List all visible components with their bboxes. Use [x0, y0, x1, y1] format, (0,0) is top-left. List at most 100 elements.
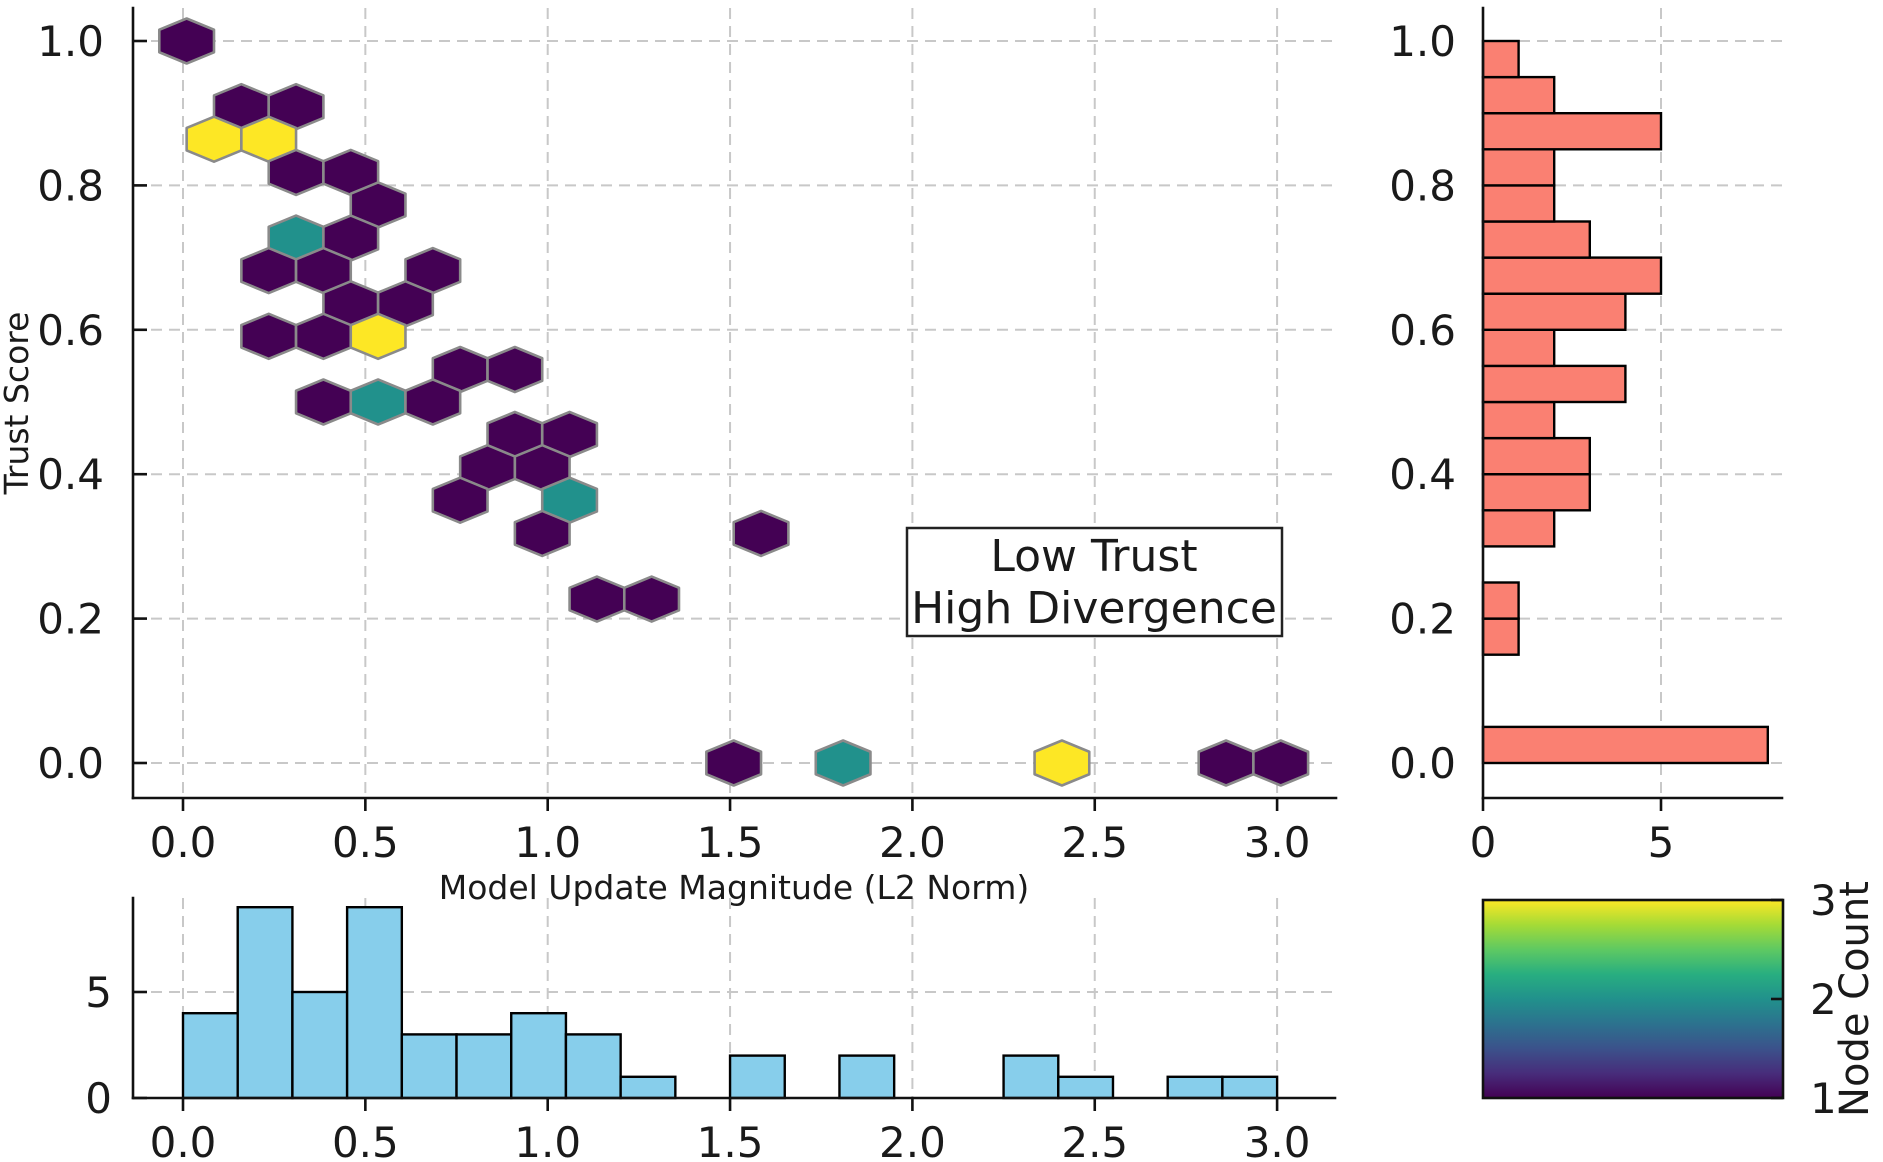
colorbar-tick-label: 1 — [1810, 1074, 1837, 1123]
bottom-hist-bar — [1057, 1075, 1115, 1100]
right-hist-x-tick-label: 0 — [1470, 818, 1497, 867]
hexbin-cell — [294, 312, 353, 361]
main-x-tick-label: 0.5 — [332, 818, 399, 867]
colorbar-label: Node Count — [1832, 881, 1878, 1117]
bottom-hist-y-tick-label: 5 — [85, 968, 112, 1017]
right-hist-x-tick-label: 5 — [1648, 818, 1675, 867]
right-hist-bar — [1481, 364, 1627, 404]
hexbin-cell — [431, 476, 489, 524]
right-hist-y-tick-label: 1.0 — [1389, 17, 1456, 66]
bottom-hist-bar — [291, 990, 349, 1100]
static-label-layer: Low Trust High Divergence Model Update M… — [0, 312, 1878, 1117]
main-x-tick-label: 0.0 — [150, 818, 217, 867]
right-hist-bar — [1481, 473, 1592, 512]
annotation-line2: High Divergence — [911, 583, 1277, 634]
colorbar-gradient — [1481, 898, 1785, 1100]
right-hist-bar — [1481, 256, 1663, 295]
right-hist-y-tick-label: 0.4 — [1389, 450, 1456, 499]
right-hist-bar — [1481, 617, 1520, 656]
hexbin-cell — [404, 378, 462, 426]
bottom-hist-bar — [236, 906, 294, 1100]
hexbin-cell — [240, 246, 298, 295]
tick-labels: 0.0 0.5 1.0 1.5 2.0 2.5 3.0 0.0 0.2 0.4 0.6 0.8 1.0 0… — [37, 17, 1837, 1162]
right-hist-bar — [1481, 39, 1520, 79]
right-hist-bar — [1481, 581, 1520, 620]
bottom-histogram-bars — [181, 906, 1279, 1100]
hexbin-cell — [157, 17, 216, 65]
right-hist-bar — [1481, 328, 1556, 368]
x-axis-label: Model Update Magnitude (L2 Norm) — [439, 868, 1030, 907]
right-hist-bar — [1481, 184, 1556, 223]
bottom-hist-x-tick-label: 0.5 — [332, 1118, 399, 1162]
hexbin-cell — [513, 509, 571, 558]
main-y-tick-label: 1.0 — [37, 17, 104, 66]
hexbin-cell — [185, 115, 243, 163]
right-hist-bar — [1481, 111, 1663, 151]
bottom-hist-x-tick-label: 2.0 — [879, 1118, 946, 1162]
hexbin-cell — [267, 148, 325, 197]
main-y-tick-label: 0.6 — [37, 306, 104, 355]
bottom-hist-x-tick-label: 1.0 — [514, 1118, 581, 1162]
hexbin-cell — [568, 575, 626, 623]
main-y-tick-label: 0.4 — [37, 450, 104, 499]
bottom-hist-bar — [838, 1054, 896, 1100]
main-x-tick-label: 2.5 — [1061, 818, 1128, 867]
right-hist-y-tick-label: 0.8 — [1389, 161, 1456, 210]
bottom-hist-bar — [1221, 1075, 1279, 1100]
bottom-hist-bar — [1002, 1054, 1060, 1100]
axes-spines — [131, 6, 1785, 1100]
bottom-hist-y-tick-label: 0 — [85, 1074, 112, 1123]
right-hist-bar — [1481, 292, 1627, 332]
right-hist-bar — [1481, 509, 1556, 548]
right-hist-bar — [1481, 75, 1556, 115]
main-x-tick-label: 2.0 — [879, 818, 946, 867]
hexbin-cell — [1033, 739, 1091, 787]
bottom-hist-bar — [400, 1033, 458, 1100]
colorbar-tick-label: 3 — [1810, 876, 1837, 925]
right-hist-y-tick-label: 0.0 — [1389, 739, 1456, 788]
main-y-tick-label: 0.2 — [37, 595, 104, 644]
bottom-hist-bar — [564, 1033, 622, 1100]
right-hist-y-tick-label: 0.2 — [1389, 595, 1456, 644]
bottom-hist-bar — [455, 1033, 513, 1100]
right-hist-bar — [1481, 400, 1556, 440]
bottom-hist-bar — [345, 906, 404, 1100]
main-y-tick-label: 0.0 — [37, 739, 104, 788]
hexbin-cells — [157, 17, 1310, 787]
main-x-tick-label: 1.5 — [697, 818, 764, 867]
bottom-hist-x-tick-label: 0.0 — [150, 1118, 217, 1162]
bottom-hist-bar — [619, 1075, 677, 1100]
hexbin-cell — [240, 312, 298, 361]
hexbin-cell — [294, 378, 353, 426]
bottom-hist-x-tick-label: 2.5 — [1061, 1118, 1128, 1162]
bottom-hist-x-tick-label: 3.0 — [1244, 1118, 1311, 1162]
bottom-hist-x-tick-label: 1.5 — [697, 1118, 764, 1162]
hexbin-cell — [486, 345, 544, 394]
annotation-box: Low Trust High Divergence — [905, 526, 1284, 638]
y-axis-label: Trust Score — [0, 312, 36, 496]
hexbin-cell — [349, 378, 407, 426]
hexbin-cell — [622, 575, 681, 623]
bottom-hist-bar — [181, 1012, 239, 1100]
main-x-tick-label: 1.0 — [514, 818, 581, 867]
right-hist-bar — [1481, 220, 1592, 259]
hexbin-cell — [1252, 739, 1310, 787]
right-histogram-bars — [1481, 39, 1769, 765]
hexbin-cell — [814, 739, 872, 787]
annotation-line1: Low Trust — [990, 531, 1197, 582]
hexbin-cell — [705, 739, 763, 787]
right-hist-y-tick-label: 0.6 — [1389, 306, 1456, 355]
bottom-hist-bar — [728, 1054, 786, 1100]
hexbin-cell — [1197, 739, 1255, 787]
tick-marks — [133, 39, 1783, 1111]
generated-chart-layer: 0.0 0.5 1.0 1.5 2.0 2.5 3.0 0.0 0.2 0.4 0.6 0.8 1.0 0… — [37, 6, 1837, 1162]
main-y-tick-label: 0.8 — [37, 161, 104, 210]
colorbar-tick-label: 2 — [1810, 975, 1837, 1024]
bottom-hist-bar — [1166, 1075, 1224, 1100]
right-hist-bar — [1481, 725, 1769, 765]
main-x-tick-label: 3.0 — [1244, 818, 1311, 867]
hexbin-cell — [732, 509, 790, 558]
bottom-hist-bar — [510, 1012, 568, 1100]
